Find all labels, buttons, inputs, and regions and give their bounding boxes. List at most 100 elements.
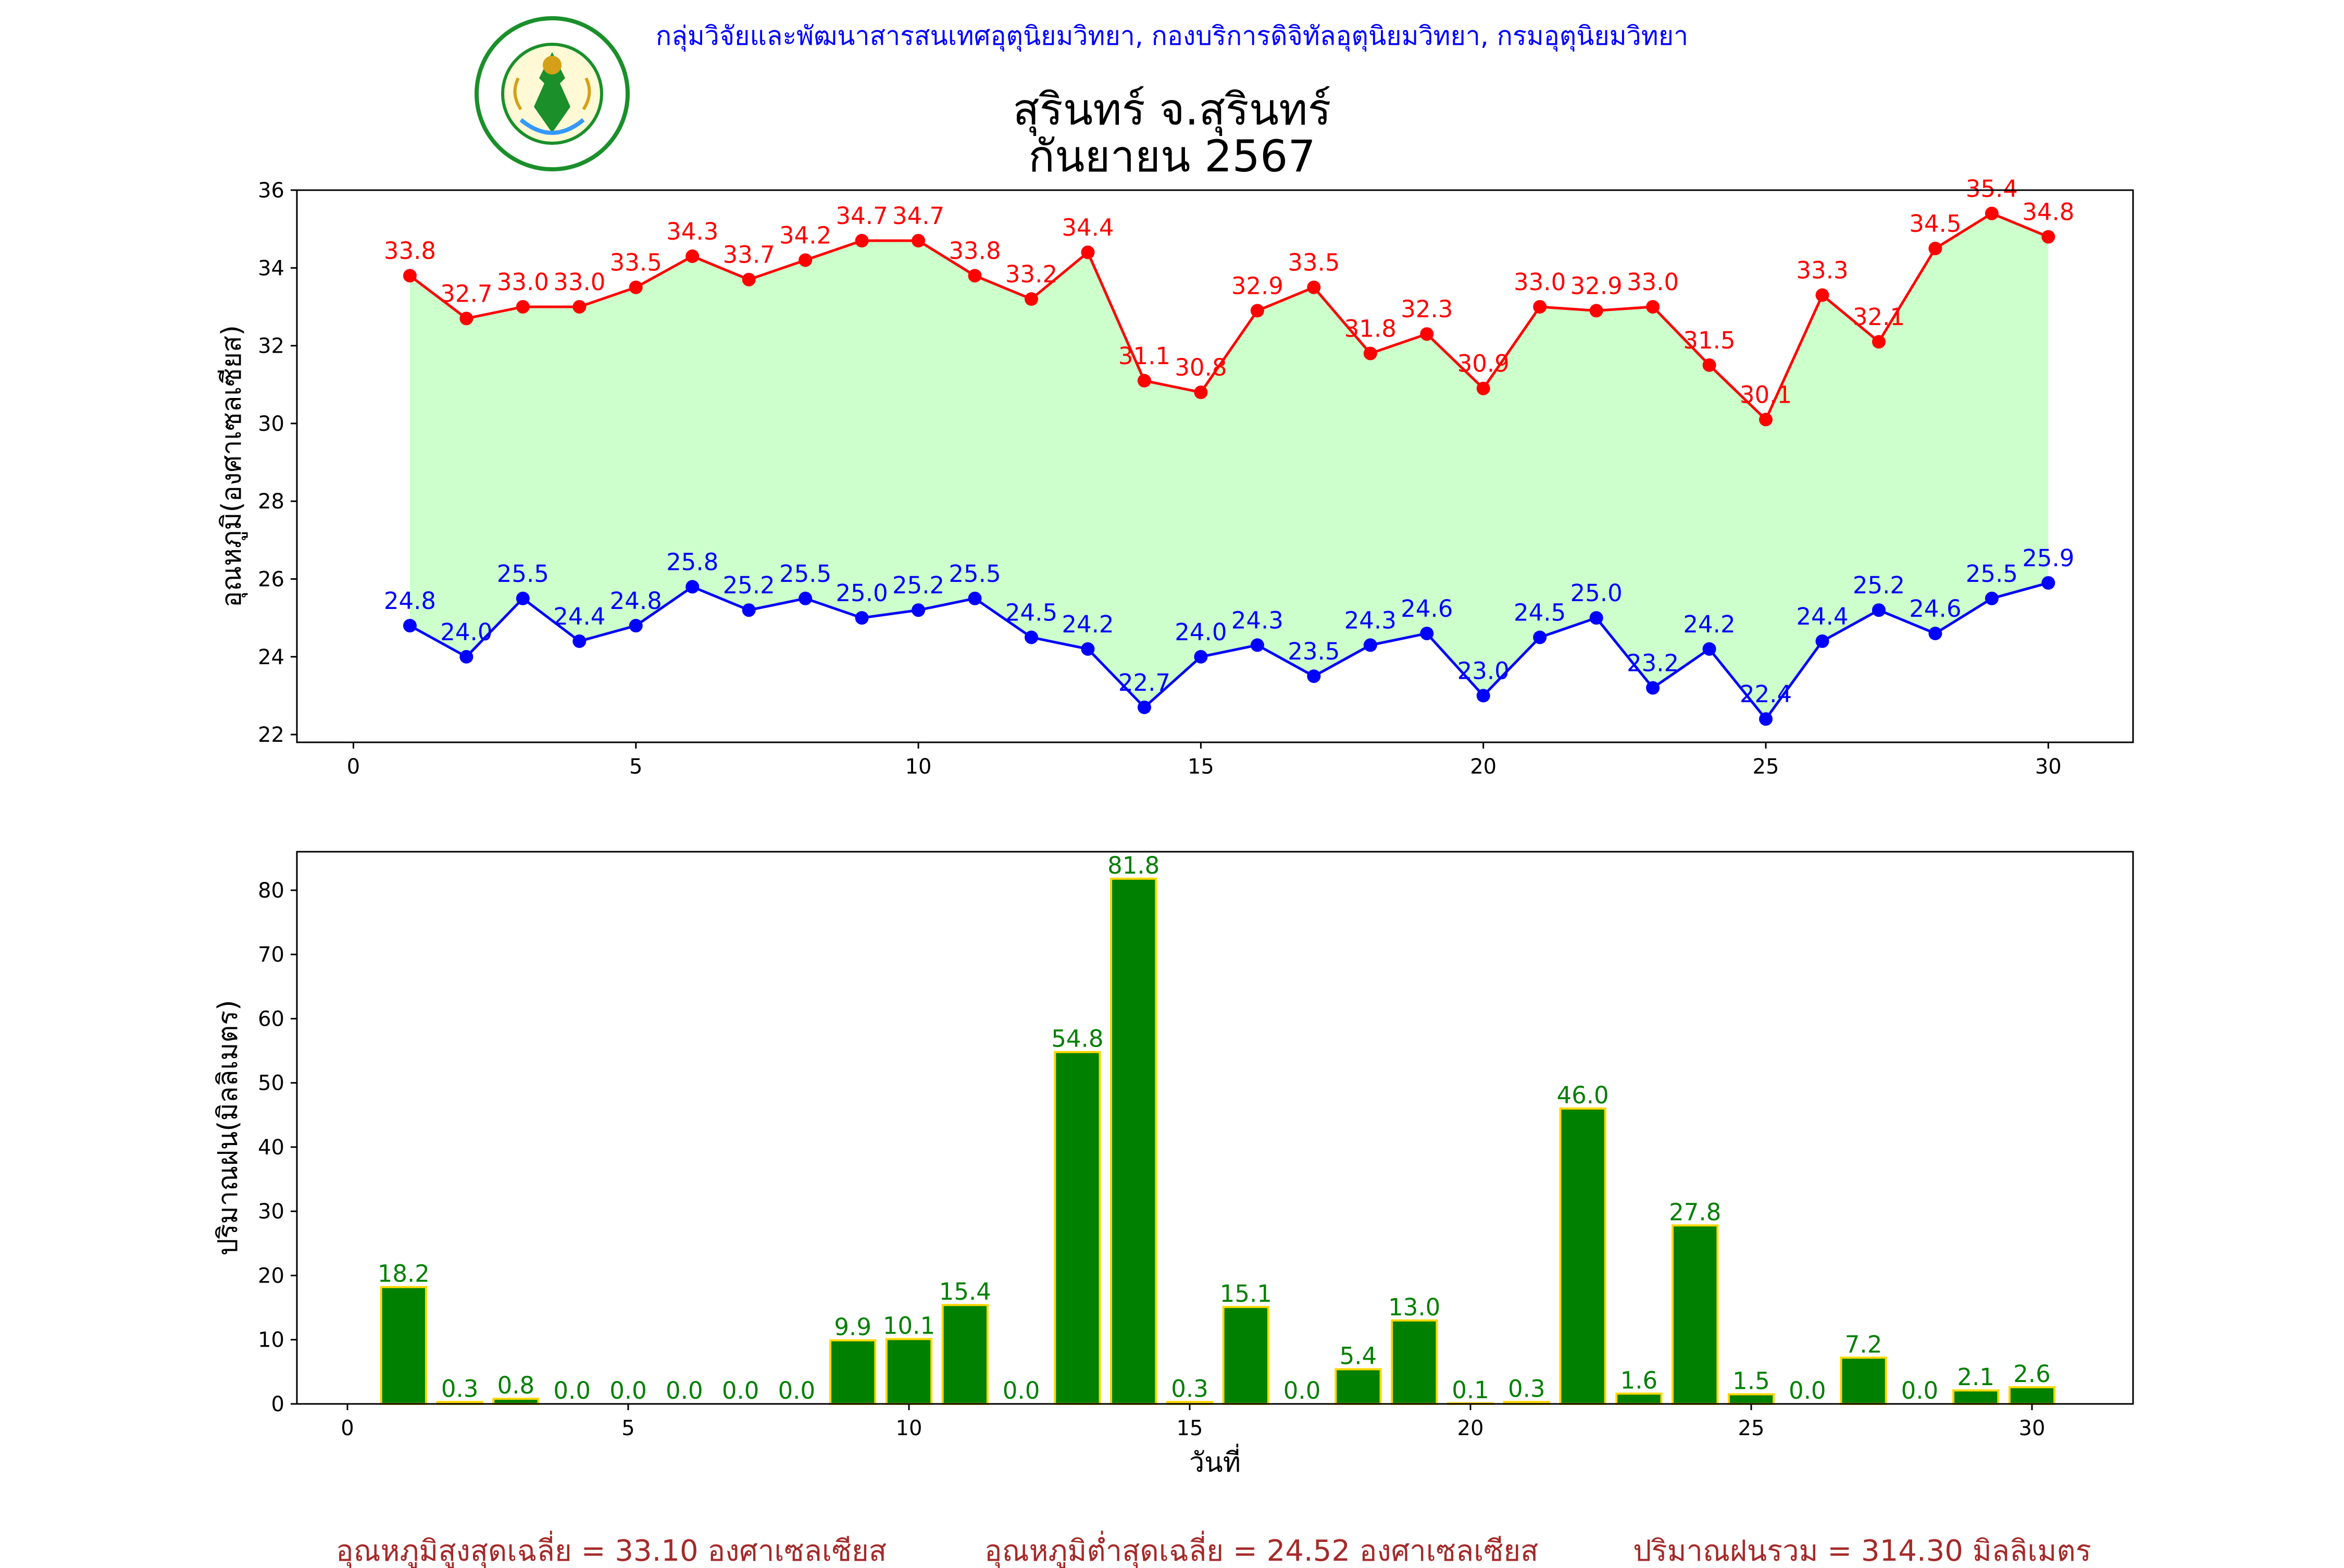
- rainfall-data-label: 7.2: [1845, 1330, 1882, 1358]
- rainfall-y-tick-label: 80: [258, 879, 284, 903]
- min-temp-data-label: 25.0: [836, 579, 888, 607]
- rainfall-bar: [1615, 1392, 1663, 1405]
- min-temp-point: [1025, 630, 1038, 644]
- rainfall-data-label: 10.1: [883, 1312, 935, 1340]
- rainfall-bar: [1559, 1107, 1606, 1405]
- max-temp-point: [855, 234, 869, 248]
- min-temp-point: [1589, 611, 1603, 625]
- rainfall-plot-frame: [296, 851, 2134, 1405]
- rainfall-bar: [1335, 1368, 1382, 1405]
- min-temp-data-label: 24.6: [1401, 595, 1453, 623]
- max-temp-data-label: 33.0: [553, 268, 605, 296]
- temperature-y-tick-label: 24: [258, 645, 284, 669]
- rainfall-data-label: 0.0: [553, 1377, 591, 1404]
- rainfall-bar: [885, 1338, 933, 1405]
- max-temp-point: [1194, 385, 1208, 400]
- min-temp-point: [2041, 576, 2055, 590]
- temperature-y-tick-label: 30: [258, 412, 284, 436]
- min-temp-data-label: 25.9: [2022, 544, 2074, 572]
- max-temp-data-label: 33.5: [1288, 249, 1340, 277]
- rainfall-data-label: 54.8: [1051, 1025, 1103, 1053]
- max-temp-point: [629, 280, 643, 294]
- rainfall-y-tick-label: 20: [258, 1264, 284, 1288]
- rainfall-data-label: 0.3: [441, 1375, 479, 1402]
- rainfall-x-tick-label: 25: [1738, 1416, 1765, 1440]
- max-temp-data-label: 34.3: [666, 218, 718, 245]
- rainfall-data-label: 0.0: [1003, 1377, 1040, 1404]
- min-temp-data-label: 25.5: [949, 560, 1001, 588]
- max-temp-point: [1589, 304, 1603, 318]
- max-temp-data-label: 33.8: [384, 237, 436, 265]
- rainfall-data-label: 0.1: [1452, 1376, 1489, 1404]
- rainfall-data-label: 2.1: [1957, 1363, 1994, 1391]
- rainfall-y-axis-label: ปริมาณฝน(มิลลิเมตร): [213, 1000, 244, 1255]
- rainfall-data-label: 2.6: [2013, 1360, 2051, 1388]
- rainfall-data-label: 15.4: [939, 1278, 991, 1305]
- max-temp-data-label: 31.1: [1118, 342, 1170, 370]
- max-temp-point: [1759, 413, 1773, 427]
- rainfall-bar: [1391, 1319, 1438, 1405]
- max-temp-point: [572, 300, 587, 314]
- max-temp-data-label: 33.7: [723, 241, 775, 269]
- max-temp-data-label: 33.0: [1627, 268, 1679, 296]
- max-temp-data-label: 31.8: [1344, 315, 1397, 343]
- min-temp-data-label: 24.0: [440, 618, 492, 646]
- max-temp-data-label: 32.1: [1853, 303, 1905, 331]
- temperature-plot-frame: [296, 189, 2134, 743]
- min-temp-point: [685, 580, 700, 594]
- max-temp-point: [1815, 288, 1829, 302]
- min-temp-point: [1533, 630, 1547, 644]
- rainfall-bar: [1110, 877, 1157, 1405]
- rainfall-bar: [1672, 1224, 1719, 1405]
- max-temp-data-label: 33.3: [1796, 257, 1848, 284]
- min-temp-data-label: 22.7: [1118, 669, 1170, 696]
- max-temp-data-label: 34.7: [836, 202, 888, 230]
- max-temp-point: [799, 253, 813, 267]
- rainfall-y-tick-label: 50: [258, 1072, 284, 1096]
- max-temp-point: [1420, 327, 1434, 341]
- max-temp-data-label: 33.0: [1514, 268, 1566, 296]
- min-temp-point: [1476, 689, 1490, 703]
- rainfall-data-label: 1.5: [1732, 1367, 1770, 1395]
- max-temp-data-label: 34.7: [892, 202, 944, 230]
- max-temp-data-label: 35.4: [1966, 175, 2018, 203]
- max-temp-data-label: 30.8: [1175, 354, 1227, 381]
- header-agency-text: กลุ่มวิจัยและพัฒนาสารสนเทศอุตุนิยมวิทยา,…: [655, 21, 1689, 51]
- max-temp-data-label: 30.9: [1457, 350, 1510, 378]
- meteorological-department-logo: [474, 16, 630, 172]
- max-temp-data-label: 30.1: [1740, 381, 1792, 408]
- min-temp-data-label: 25.8: [666, 548, 718, 576]
- footer-avg-min-temp: อุณหภูมิต่ำสุดเฉลี่ย = 24.52 องศาเซลเซีย…: [984, 1534, 1539, 1568]
- max-temp-point: [912, 234, 926, 248]
- max-temp-point: [1307, 280, 1321, 294]
- min-temp-point: [1985, 591, 1999, 605]
- min-temp-data-label: 24.6: [1909, 595, 1961, 623]
- min-temp-point: [1815, 634, 1829, 648]
- max-temp-data-label: 32.3: [1401, 295, 1453, 323]
- rainfall-data-label: 1.6: [1620, 1366, 1658, 1394]
- min-temp-data-label: 24.0: [1175, 618, 1227, 646]
- rainfall-x-axis-label: วันที่: [1189, 1443, 1241, 1478]
- rainfall-bar: [1952, 1389, 2000, 1405]
- rainfall-data-label: 9.9: [834, 1313, 871, 1341]
- max-temp-point: [685, 249, 700, 263]
- max-temp-point: [1476, 381, 1490, 395]
- min-temp-point: [516, 591, 530, 605]
- min-temp-point: [968, 591, 982, 605]
- rainfall-bar: [1840, 1357, 1887, 1405]
- min-temp-data-label: 23.2: [1627, 649, 1679, 677]
- min-temp-data-label: 24.2: [1062, 611, 1114, 638]
- max-temp-data-label: 33.0: [497, 268, 549, 296]
- min-temp-data-label: 24.8: [384, 587, 436, 615]
- rainfall-data-label: 46.0: [1556, 1081, 1609, 1109]
- temperature-y-axis-label: อุณหภูมิ(องศาเซลเซียส): [216, 325, 248, 607]
- min-temp-point: [1307, 669, 1321, 683]
- max-temp-point: [968, 269, 982, 283]
- max-temp-data-label: 32.9: [1231, 272, 1283, 300]
- temperature-x-tick-label: 10: [905, 755, 932, 779]
- temperature-y-tick-label: 36: [258, 179, 284, 203]
- rainfall-data-label: 13.0: [1388, 1293, 1440, 1321]
- min-temp-point: [912, 603, 926, 617]
- min-temp-data-label: 24.3: [1344, 606, 1397, 634]
